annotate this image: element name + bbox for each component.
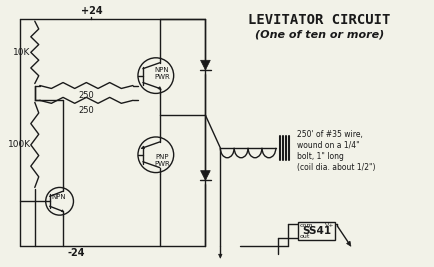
Text: SS41: SS41 [302, 226, 331, 236]
Polygon shape [201, 60, 210, 70]
Text: PNP: PNP [155, 154, 168, 160]
Text: (coil dia. about 1/2"): (coil dia. about 1/2") [297, 163, 375, 172]
Text: wound on a 1/4": wound on a 1/4" [297, 141, 359, 150]
Text: com: com [299, 223, 313, 228]
Text: NPN: NPN [155, 67, 169, 73]
Text: out: out [299, 234, 310, 239]
Text: V+: V+ [325, 223, 334, 228]
Polygon shape [158, 87, 161, 90]
Polygon shape [141, 146, 145, 149]
Text: 250' of #35 wire,: 250' of #35 wire, [297, 130, 362, 139]
Polygon shape [219, 254, 222, 258]
Text: 250: 250 [79, 106, 94, 115]
Text: 250: 250 [79, 91, 94, 100]
Text: PWR: PWR [154, 161, 170, 167]
Text: +24: +24 [81, 6, 102, 16]
Text: -24: -24 [68, 248, 85, 258]
Polygon shape [201, 171, 210, 180]
Text: PWR: PWR [154, 74, 170, 80]
Polygon shape [61, 210, 64, 212]
Text: 100K: 100K [8, 140, 31, 149]
Text: NPN: NPN [51, 194, 66, 200]
Text: (One of ten or more): (One of ten or more) [255, 29, 384, 39]
Text: bolt, 1" long: bolt, 1" long [297, 152, 344, 161]
Polygon shape [347, 241, 351, 246]
FancyBboxPatch shape [298, 222, 335, 240]
Text: 10K: 10K [13, 48, 31, 57]
Text: LEVITATOR CIRCUIT: LEVITATOR CIRCUIT [248, 13, 391, 27]
